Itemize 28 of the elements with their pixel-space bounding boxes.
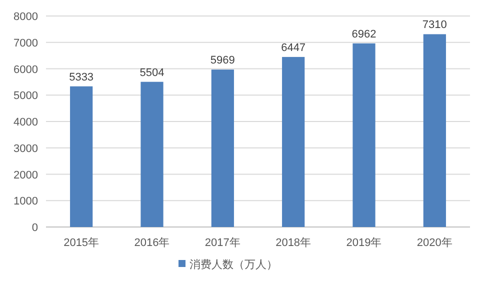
data-label: 5969 xyxy=(210,54,235,67)
data-label: 6962 xyxy=(352,28,376,40)
y-tick-label: 2000 xyxy=(14,169,38,182)
x-tick-label: 2015年 xyxy=(64,237,100,249)
bar xyxy=(423,34,446,227)
data-label: 5504 xyxy=(140,66,164,79)
bar xyxy=(352,43,376,227)
y-tick-label: 8000 xyxy=(14,11,38,23)
x-tick-label: 2016年 xyxy=(134,237,170,249)
x-tick-label: 2020年 xyxy=(416,237,452,249)
bar xyxy=(70,86,93,227)
y-tick-label: 4000 xyxy=(14,116,38,128)
y-tick-label: 7000 xyxy=(14,37,38,50)
data-label: 5333 xyxy=(69,71,94,84)
y-tick-label: 5000 xyxy=(14,90,38,102)
y-tick-label: 3000 xyxy=(14,142,38,155)
y-tick-label: 6000 xyxy=(14,64,38,76)
bar xyxy=(282,56,305,227)
y-tick-label: 1000 xyxy=(14,196,38,208)
bar xyxy=(140,82,164,227)
x-tick-label: 2017年 xyxy=(204,237,240,249)
y-tick-label: 0 xyxy=(32,222,38,234)
legend-label: 消费人数（万人） xyxy=(190,258,278,271)
data-label: 7310 xyxy=(422,19,447,32)
x-tick-label: 2018年 xyxy=(276,237,312,249)
x-tick-label: 2019年 xyxy=(346,237,382,249)
bar xyxy=(211,70,234,227)
data-label: 6447 xyxy=(281,42,306,54)
